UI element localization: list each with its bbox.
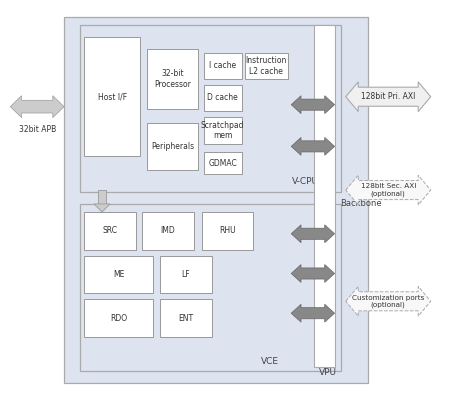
Bar [64, 17, 368, 383]
Text: 32bit APB: 32bit APB [18, 124, 56, 134]
Text: ME: ME [113, 270, 125, 279]
Bar [245, 53, 288, 79]
Bar [84, 212, 135, 250]
Bar [160, 256, 212, 293]
Bar [99, 190, 106, 204]
Text: I cache: I cache [209, 62, 236, 70]
Text: Instruction
L2 cache: Instruction L2 cache [246, 56, 287, 76]
Text: Customization ports
(optional): Customization ports (optional) [352, 294, 424, 308]
Bar [142, 212, 194, 250]
Text: 128bit Pri. AXI: 128bit Pri. AXI [361, 92, 415, 101]
Text: RDO: RDO [110, 314, 127, 323]
Polygon shape [291, 264, 334, 282]
Text: VCE: VCE [261, 357, 279, 366]
Text: SRC: SRC [102, 226, 117, 235]
Text: D cache: D cache [207, 93, 238, 102]
Bar [315, 25, 334, 367]
Bar [84, 256, 153, 293]
Polygon shape [346, 175, 431, 205]
Text: GDMAC: GDMAC [208, 159, 237, 168]
Bar [80, 204, 341, 371]
Bar [147, 49, 198, 109]
Polygon shape [291, 304, 334, 322]
Polygon shape [291, 96, 334, 114]
Bar [203, 85, 242, 111]
Text: Host I/F: Host I/F [98, 92, 126, 101]
Bar [84, 299, 153, 337]
Text: Scratchpad
mem: Scratchpad mem [201, 121, 244, 140]
Bar [203, 152, 242, 174]
Text: 128bit Sec. AXI
(optional): 128bit Sec. AXI (optional) [360, 183, 416, 197]
Text: IMD: IMD [161, 226, 176, 235]
Text: RHU: RHU [219, 226, 236, 235]
Bar [160, 299, 212, 337]
Polygon shape [346, 82, 431, 112]
Polygon shape [10, 96, 64, 118]
Text: ENT: ENT [178, 314, 194, 323]
Polygon shape [291, 138, 334, 155]
Bar [84, 37, 140, 156]
Polygon shape [291, 225, 334, 243]
Polygon shape [94, 204, 110, 212]
Text: VPU: VPU [319, 368, 337, 377]
Bar [147, 122, 198, 170]
Bar [203, 116, 242, 144]
Bar [80, 25, 341, 192]
Polygon shape [346, 286, 431, 316]
Text: 32-bit
Processor: 32-bit Processor [154, 69, 191, 88]
Text: Backbone: Backbone [340, 200, 382, 208]
Bar [203, 53, 242, 79]
Text: LF: LF [181, 270, 190, 279]
Text: Peripherals: Peripherals [151, 142, 194, 151]
Bar [202, 212, 253, 250]
Text: V-CPU: V-CPU [292, 177, 319, 186]
